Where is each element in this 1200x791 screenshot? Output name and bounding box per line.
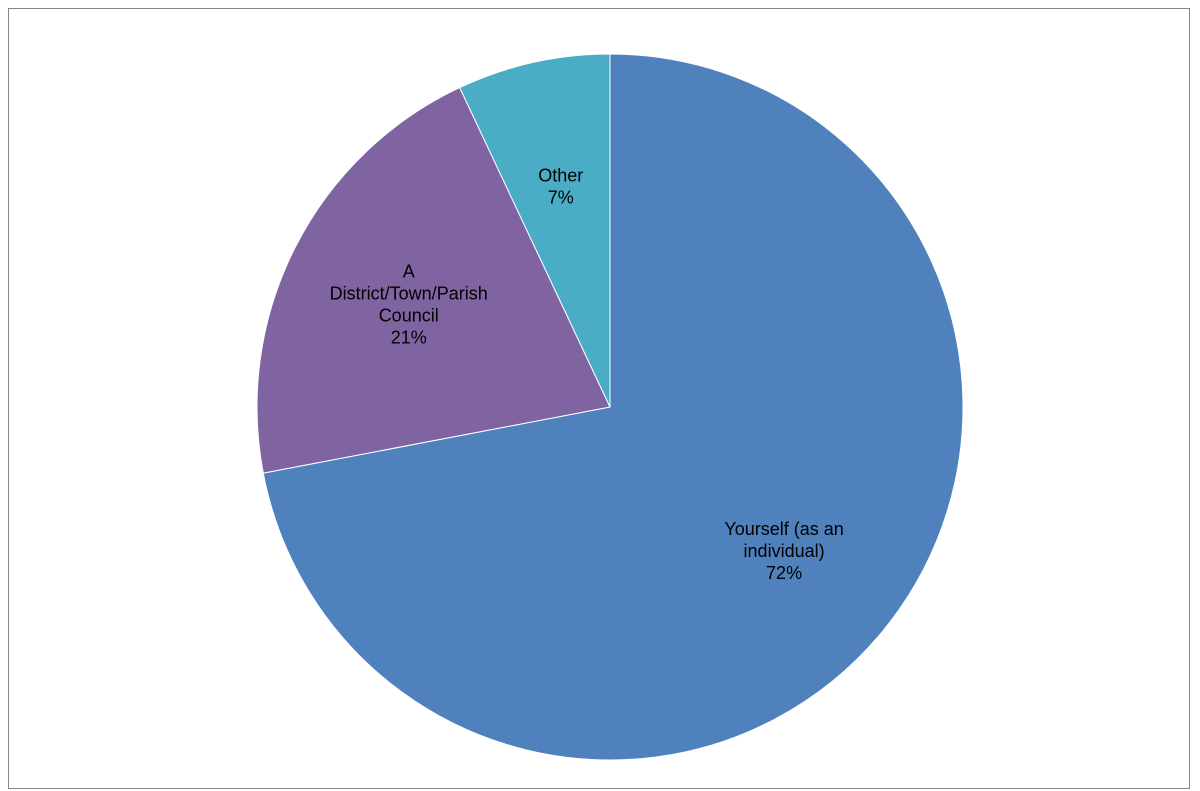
slice-label-2: Other 7% <box>538 166 583 208</box>
pie-slice-0 <box>262 53 964 761</box>
slice-value-label: 21% <box>391 327 427 347</box>
pie-slices <box>256 53 964 761</box>
slice-value-label: 7% <box>548 188 574 208</box>
slice-labels: Yourself (as an individual) 72% A District/T… <box>330 166 844 583</box>
pie-slice-2 <box>459 53 611 408</box>
pie-slice-1 <box>256 86 611 474</box>
slice-category-label: Yourself (as an <box>724 519 843 539</box>
slice-category-label: Council <box>379 305 439 325</box>
slice-category-label: A <box>403 261 415 281</box>
slice-label-1: A District/Town/Parish Council 21% <box>330 261 488 347</box>
slice-category-label: Other <box>538 166 583 186</box>
slice-category-label: individual) <box>744 541 825 561</box>
slice-category-label: District/Town/Parish <box>330 283 488 303</box>
slice-label-0: Yourself (as an individual) 72% <box>724 519 843 583</box>
slice-value-label: 72% <box>766 563 802 583</box>
